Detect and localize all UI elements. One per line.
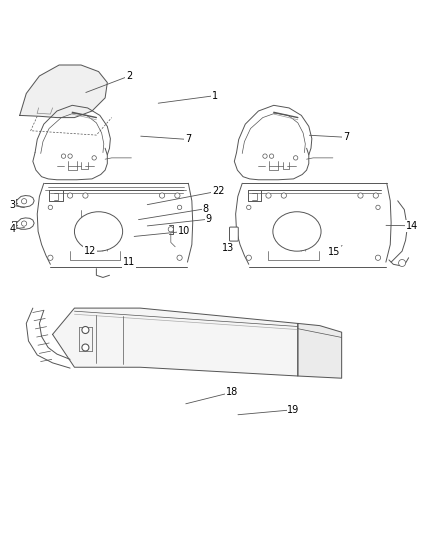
Circle shape: [375, 255, 381, 260]
Ellipse shape: [74, 212, 123, 251]
Text: 2: 2: [126, 71, 132, 81]
Text: 15: 15: [328, 247, 340, 257]
Text: 4: 4: [9, 224, 15, 235]
Circle shape: [293, 156, 298, 160]
Circle shape: [92, 156, 96, 160]
Text: 12: 12: [84, 246, 96, 256]
Circle shape: [177, 255, 182, 260]
Circle shape: [246, 255, 251, 260]
Circle shape: [266, 193, 271, 198]
Circle shape: [177, 205, 182, 209]
Circle shape: [82, 327, 89, 334]
Text: 8: 8: [203, 204, 209, 214]
Circle shape: [67, 193, 73, 198]
Circle shape: [159, 193, 165, 198]
Circle shape: [399, 260, 406, 266]
Circle shape: [269, 154, 274, 158]
Circle shape: [358, 193, 363, 198]
Circle shape: [373, 193, 378, 198]
Text: 7: 7: [343, 132, 349, 142]
Text: 13: 13: [222, 243, 234, 253]
Circle shape: [21, 221, 27, 226]
Text: 10: 10: [178, 227, 190, 237]
Text: 11: 11: [123, 257, 135, 267]
Circle shape: [68, 154, 72, 158]
Text: 19: 19: [287, 405, 300, 415]
Text: 7: 7: [185, 134, 191, 144]
Circle shape: [168, 227, 173, 232]
Circle shape: [247, 205, 251, 209]
Polygon shape: [53, 308, 298, 376]
Circle shape: [61, 154, 66, 158]
Text: 1: 1: [212, 91, 218, 101]
Text: 3: 3: [9, 200, 15, 210]
Circle shape: [376, 205, 380, 209]
Circle shape: [48, 255, 53, 260]
Circle shape: [48, 205, 53, 209]
FancyBboxPatch shape: [230, 227, 238, 241]
Text: 18: 18: [226, 387, 238, 397]
Text: 9: 9: [205, 214, 212, 224]
Polygon shape: [20, 65, 107, 118]
Circle shape: [281, 193, 286, 198]
Circle shape: [83, 193, 88, 198]
Text: 14: 14: [406, 221, 418, 231]
Circle shape: [21, 199, 27, 204]
Polygon shape: [298, 324, 342, 378]
Circle shape: [82, 344, 89, 351]
Ellipse shape: [273, 212, 321, 251]
Circle shape: [175, 193, 180, 198]
Text: 22: 22: [212, 186, 224, 196]
Circle shape: [263, 154, 267, 158]
